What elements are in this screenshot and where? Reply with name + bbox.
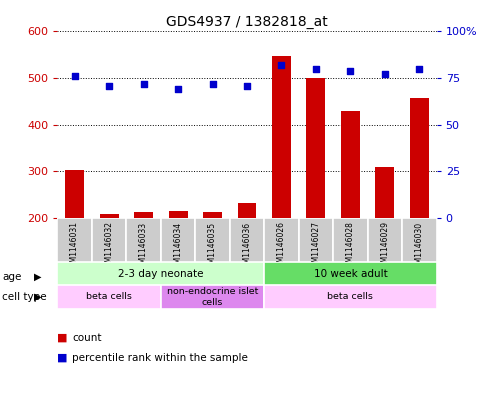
Point — [415, 66, 423, 72]
Point — [312, 66, 320, 72]
Bar — [272, 56, 291, 311]
Bar — [195, 218, 230, 263]
Bar — [65, 171, 84, 311]
Point — [174, 86, 182, 92]
Bar — [57, 285, 161, 309]
Text: GSM1146036: GSM1146036 — [243, 222, 251, 273]
Bar — [238, 203, 256, 311]
Bar — [402, 218, 437, 263]
Bar — [264, 218, 299, 263]
Text: GSM1146030: GSM1146030 — [415, 222, 424, 273]
Point — [277, 62, 285, 68]
Bar — [410, 97, 429, 311]
Text: 2-3 day neonate: 2-3 day neonate — [118, 269, 204, 279]
Text: ■: ■ — [57, 353, 68, 363]
Text: GSM1146029: GSM1146029 — [380, 222, 389, 272]
Text: non-endocrine islet
cells: non-endocrine islet cells — [167, 287, 258, 307]
Point — [105, 83, 113, 89]
Point — [381, 71, 389, 77]
Text: ▶: ▶ — [34, 292, 41, 302]
Point — [140, 81, 148, 87]
Title: GDS4937 / 1382818_at: GDS4937 / 1382818_at — [166, 15, 328, 29]
Bar — [341, 111, 360, 311]
Text: 10 week adult: 10 week adult — [313, 269, 387, 279]
Bar — [134, 212, 153, 311]
Point — [71, 73, 79, 79]
Bar — [375, 167, 394, 311]
Text: GSM1146031: GSM1146031 — [70, 222, 79, 272]
Bar — [100, 214, 119, 311]
Text: beta cells: beta cells — [327, 292, 373, 301]
Text: ■: ■ — [57, 333, 68, 343]
Bar — [264, 285, 437, 309]
Bar — [57, 218, 92, 263]
Text: GSM1146028: GSM1146028 — [346, 222, 355, 272]
Bar — [126, 218, 161, 263]
Text: GSM1146035: GSM1146035 — [208, 222, 217, 273]
Bar — [299, 218, 333, 263]
Bar — [264, 263, 437, 285]
Text: beta cells: beta cells — [86, 292, 132, 301]
Bar — [161, 218, 195, 263]
Bar — [333, 218, 368, 263]
Bar — [368, 218, 402, 263]
Bar — [203, 212, 222, 311]
Text: GSM1146026: GSM1146026 — [277, 222, 286, 272]
Text: GSM1146027: GSM1146027 — [311, 222, 320, 272]
Bar — [306, 78, 325, 311]
Bar — [57, 263, 264, 285]
Point — [346, 68, 354, 74]
Text: GSM1146033: GSM1146033 — [139, 222, 148, 273]
Point — [243, 83, 251, 89]
Text: count: count — [72, 333, 102, 343]
Bar — [169, 211, 188, 311]
Bar — [92, 218, 126, 263]
Text: GSM1146032: GSM1146032 — [105, 222, 114, 272]
Point — [209, 81, 217, 87]
Text: age: age — [2, 272, 22, 282]
Text: GSM1146034: GSM1146034 — [174, 222, 183, 273]
Text: cell type: cell type — [2, 292, 47, 302]
Text: percentile rank within the sample: percentile rank within the sample — [72, 353, 248, 363]
Bar — [161, 285, 264, 309]
Bar — [230, 218, 264, 263]
Text: ▶: ▶ — [34, 272, 41, 282]
